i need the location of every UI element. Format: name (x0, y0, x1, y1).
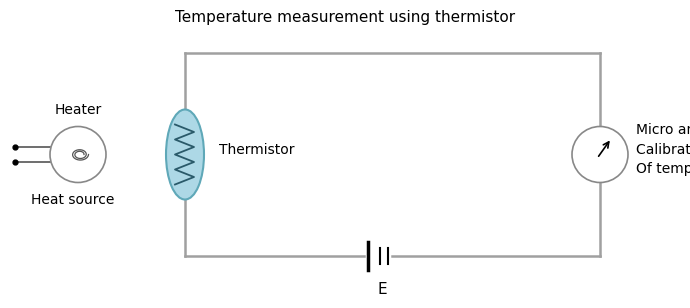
Text: Micro ammeter
Calibrated in terms
Of temperature: Micro ammeter Calibrated in terms Of tem… (636, 123, 690, 176)
Text: Thermistor: Thermistor (219, 143, 295, 156)
Text: Heater: Heater (55, 103, 101, 116)
Text: Heat source: Heat source (31, 192, 115, 206)
Text: E: E (377, 282, 387, 297)
Text: Temperature measurement using thermistor: Temperature measurement using thermistor (175, 10, 515, 25)
Circle shape (572, 127, 628, 183)
Circle shape (50, 127, 106, 183)
Ellipse shape (166, 110, 204, 200)
